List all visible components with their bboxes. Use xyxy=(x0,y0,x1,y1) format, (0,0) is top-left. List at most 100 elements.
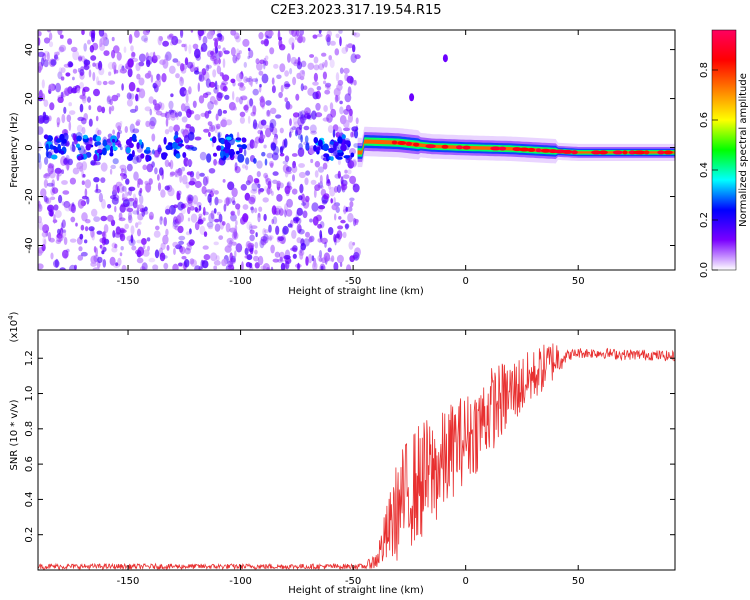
noise-blob xyxy=(271,77,275,85)
noise-blob xyxy=(349,108,353,117)
noise-blob xyxy=(353,32,361,38)
noise-blob xyxy=(263,60,266,70)
noise-blob xyxy=(43,37,51,44)
spectral-peak-spot xyxy=(591,150,602,155)
noise-blob xyxy=(242,213,249,223)
noise-blob xyxy=(215,199,223,204)
noise-cluster-blob xyxy=(110,145,114,154)
noise-blob xyxy=(50,252,54,260)
noise-blob xyxy=(272,258,280,263)
noise-blob xyxy=(172,241,179,248)
noise-blob xyxy=(302,210,308,219)
noise-blob xyxy=(185,231,192,236)
noise-blob xyxy=(226,237,234,245)
noise-blob xyxy=(157,147,163,153)
noise-blob xyxy=(89,45,95,53)
snr-frame xyxy=(37,329,676,571)
noise-blob xyxy=(38,51,45,58)
noise-blob xyxy=(263,233,269,244)
noise-blob xyxy=(100,177,106,184)
noise-blob xyxy=(258,206,263,212)
noise-blob xyxy=(93,88,100,97)
noise-blob xyxy=(169,171,176,176)
noise-blob xyxy=(56,117,61,126)
noise-blob xyxy=(90,160,96,166)
noise-blob xyxy=(337,159,341,166)
noise-blob xyxy=(54,258,59,268)
noise-blob xyxy=(286,181,292,189)
noise-blob xyxy=(235,220,238,226)
noise-blob xyxy=(93,177,100,183)
noise-cluster-blob xyxy=(220,138,226,145)
noise-blob xyxy=(127,68,133,78)
noise-blob xyxy=(252,119,258,130)
noise-blob xyxy=(317,33,323,38)
colorbar-tick-label: 0.2 xyxy=(699,212,710,228)
noise-blob xyxy=(140,179,144,185)
noise-blob xyxy=(128,238,136,246)
noise-blob xyxy=(79,233,84,240)
noise-blob xyxy=(43,50,50,57)
spectral-peak-spot xyxy=(413,142,420,147)
noise-blob xyxy=(286,198,293,208)
noise-blob xyxy=(223,50,230,55)
noise-blob xyxy=(279,256,283,262)
noise-blob xyxy=(275,114,282,119)
noise-blob xyxy=(81,180,85,185)
noise-cluster-blob xyxy=(125,139,132,146)
noise-blob xyxy=(160,189,166,198)
noise-blob xyxy=(300,83,304,92)
noise-blob xyxy=(157,35,162,46)
noise-blob xyxy=(330,255,335,263)
noise-blob xyxy=(241,96,248,101)
noise-blob xyxy=(216,58,220,68)
noise-blob xyxy=(108,71,112,76)
noise-blob xyxy=(132,155,139,165)
noise-blob xyxy=(38,115,45,124)
noise-blob xyxy=(57,228,61,235)
noise-blob xyxy=(200,43,208,52)
noise-blob xyxy=(267,235,274,240)
noise-blob xyxy=(262,228,267,236)
noise-blob xyxy=(225,196,230,206)
noise-blob xyxy=(169,159,174,170)
noise-blob xyxy=(253,158,257,164)
noise-blob xyxy=(220,119,228,128)
noise-blob xyxy=(127,201,135,207)
noise-blob xyxy=(329,102,334,111)
x-tick-label: 50 xyxy=(572,276,585,287)
noise-blob xyxy=(319,230,323,239)
noise-blob xyxy=(80,251,88,257)
spectral-peak-spot xyxy=(657,150,665,155)
noise-blob xyxy=(265,55,269,61)
noise-blob xyxy=(82,173,86,178)
noise-blob xyxy=(48,115,52,122)
noise-blob xyxy=(175,169,181,174)
noise-cluster-blob xyxy=(95,141,102,146)
noise-blob xyxy=(182,174,188,185)
noise-blob xyxy=(186,171,193,176)
noise-blob xyxy=(293,61,298,67)
noise-blob xyxy=(279,251,285,260)
noise-blob xyxy=(194,221,200,231)
noise-blob xyxy=(50,187,55,196)
noise-blob xyxy=(311,110,317,120)
noise-blob xyxy=(102,259,107,268)
noise-blob xyxy=(248,223,253,232)
noise-blob xyxy=(72,50,80,61)
y-tick-label: -20 xyxy=(24,188,35,204)
noise-blob xyxy=(227,242,233,248)
noise-cluster-blob xyxy=(236,150,240,155)
x-tick-label: 0 xyxy=(462,576,468,587)
noise-blob xyxy=(187,217,191,222)
noise-blob xyxy=(119,120,123,125)
noise-blob xyxy=(282,225,289,235)
isolated-peak xyxy=(442,54,448,63)
noise-blob xyxy=(79,94,86,100)
noise-blob xyxy=(181,166,186,172)
noise-blob xyxy=(38,89,44,100)
noise-blob xyxy=(96,230,103,235)
noise-blob xyxy=(297,262,300,270)
noise-blob xyxy=(187,194,194,202)
noise-blob xyxy=(97,129,102,136)
